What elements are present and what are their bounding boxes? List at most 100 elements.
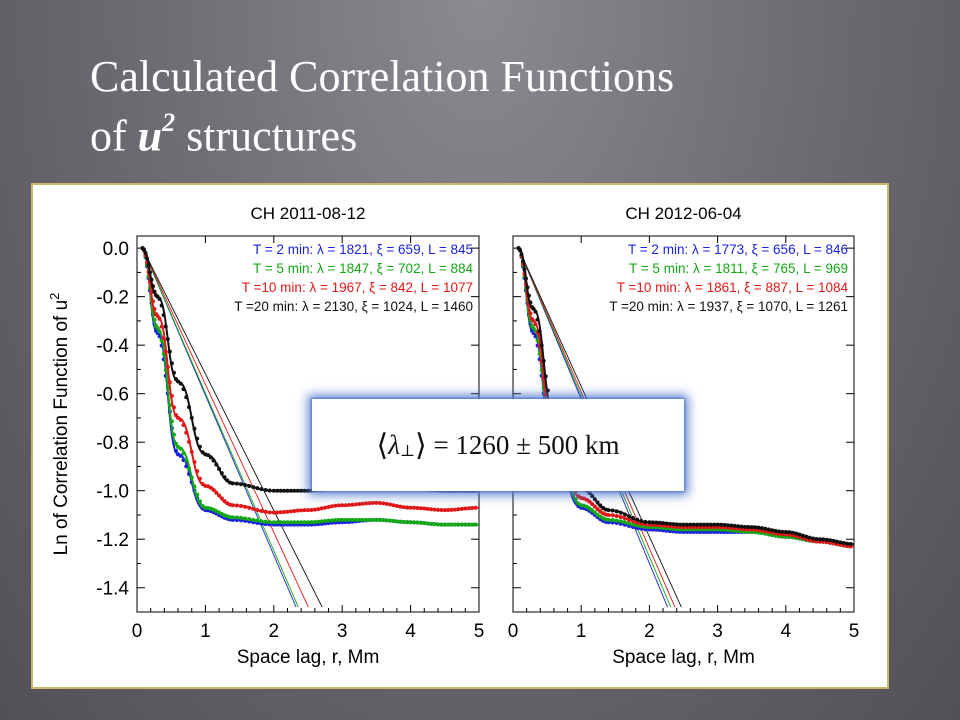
data-point (412, 520, 417, 525)
data-point (618, 510, 623, 515)
legend-entry: T =20 min: λ = 1937, ξ = 1070, L = 1261 (609, 299, 848, 314)
data-point (429, 521, 434, 526)
data-point (189, 415, 194, 420)
data-point (211, 488, 216, 493)
data-point (184, 458, 189, 463)
data-point (631, 515, 636, 520)
data-point (587, 499, 592, 504)
data-point (622, 516, 627, 521)
data-point (517, 247, 522, 252)
data-point (271, 510, 276, 515)
data-point (306, 488, 310, 493)
data-point (742, 524, 747, 529)
data-point (519, 252, 524, 257)
data-point (367, 501, 372, 506)
data-point (343, 517, 348, 522)
x-axis-label: Space lag, r, Mm (237, 647, 380, 668)
data-point (312, 519, 317, 524)
data-point (800, 533, 805, 538)
data-point (178, 453, 183, 458)
data-point (370, 517, 375, 522)
data-point (323, 505, 328, 510)
data-point (350, 502, 355, 507)
data-point (295, 488, 300, 493)
angle-open: ⟨ (376, 428, 389, 462)
data-point (186, 466, 191, 471)
y-tick-label: -1.4 (96, 579, 129, 600)
data-point (439, 522, 444, 527)
title-line-2: of u2 structures (90, 102, 890, 162)
data-point (353, 502, 358, 507)
data-point (197, 476, 202, 481)
data-point (405, 520, 410, 525)
data-point (425, 506, 430, 511)
data-point (152, 317, 157, 322)
data-point (590, 508, 595, 513)
data-point (463, 506, 468, 511)
data-point (525, 285, 530, 290)
data-point (181, 387, 186, 392)
data-point (155, 326, 160, 331)
data-point (267, 520, 272, 525)
data-point (705, 522, 710, 527)
data-point (299, 520, 304, 525)
angle-close: ⟩ (414, 428, 427, 462)
data-point (824, 537, 829, 542)
x-axis-label: Space lag, r, Mm (612, 647, 755, 668)
data-point (326, 518, 331, 523)
data-point (165, 385, 170, 390)
data-point (657, 520, 662, 525)
data-point (178, 446, 183, 451)
data-point (398, 504, 403, 509)
data-point (255, 486, 260, 491)
x-tick-label: 3 (337, 621, 348, 642)
data-point (219, 496, 224, 501)
data-point (146, 263, 151, 268)
data-point (181, 422, 186, 427)
fit-line (142, 247, 299, 608)
data-point (678, 522, 683, 527)
data-point (456, 507, 461, 512)
data-point (288, 488, 293, 493)
data-point (192, 426, 197, 431)
data-point (606, 512, 611, 517)
data-point (533, 309, 538, 314)
data-point (622, 520, 627, 525)
data-point (169, 419, 174, 424)
x-tick-label: 3 (712, 621, 723, 642)
data-point (435, 507, 440, 512)
data-point (189, 449, 194, 454)
data-point (473, 522, 478, 527)
data-point (626, 514, 631, 519)
data-point (247, 505, 252, 510)
legend-entry: T = 5 min: λ = 1847, ξ = 702, L = 884 (253, 261, 473, 276)
data-point (152, 289, 157, 294)
data-point (831, 538, 836, 543)
data-point (364, 501, 369, 506)
data-point (787, 530, 792, 535)
data-point (263, 509, 268, 514)
data-point (200, 450, 205, 455)
data-point (222, 475, 227, 480)
data-point (195, 436, 200, 441)
data-point (299, 488, 304, 493)
data-point (661, 521, 666, 526)
data-point (537, 329, 542, 334)
data-point (243, 516, 248, 521)
data-point (151, 284, 156, 289)
title-sup: 2 (162, 108, 176, 137)
data-point (275, 488, 280, 493)
data-point (841, 541, 846, 546)
data-point (340, 503, 345, 508)
y-tick-label: -0.4 (96, 336, 129, 357)
data-point (531, 326, 536, 331)
data-point (302, 520, 307, 525)
data-point (184, 464, 189, 469)
data-point (357, 517, 362, 522)
data-point (189, 475, 194, 480)
title-rest: structures (186, 111, 358, 161)
data-point (756, 525, 761, 530)
data-point (719, 522, 724, 527)
data-point (163, 368, 168, 373)
data-point (573, 497, 578, 502)
